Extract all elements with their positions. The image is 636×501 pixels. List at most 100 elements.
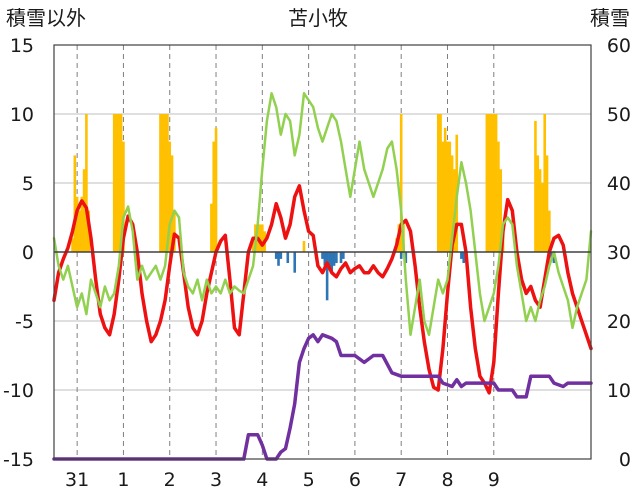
precipitation-bar <box>166 114 169 252</box>
x-tick-label: 6 <box>349 469 361 491</box>
sunshine-bar <box>328 252 331 266</box>
plot-frame <box>53 44 592 460</box>
sunshine-bar <box>321 252 324 259</box>
sunshine-bar <box>279 252 283 259</box>
precipitation-bar <box>441 141 445 252</box>
x-tick-label: 7 <box>395 469 407 491</box>
precipitation-bar <box>71 238 74 252</box>
temperature-line <box>52 184 593 395</box>
precipitation-bar <box>545 155 549 252</box>
precipitation-bar <box>439 114 442 252</box>
precipitation-bar <box>485 114 489 252</box>
sunshine-bar <box>399 252 403 259</box>
y-tick-label-left: 10 <box>10 104 34 126</box>
precipitation-bar <box>73 155 77 252</box>
x-tick-label: 5 <box>303 469 315 491</box>
precipitation-bar <box>173 210 176 252</box>
sunshine-bar <box>404 252 408 264</box>
precipitation-bar <box>536 155 540 252</box>
precipitation-bar <box>258 224 262 252</box>
precipitation-bar <box>159 114 162 252</box>
precipitation-bar <box>80 196 84 252</box>
x-tick-label: 9 <box>488 469 500 491</box>
sunshine-bar <box>323 252 327 266</box>
precipitation-bar <box>497 141 500 252</box>
precipitation-bar <box>168 141 172 252</box>
precipitation-bar <box>494 114 498 252</box>
sunshine-bar <box>460 252 463 259</box>
snow-depth-line <box>52 333 593 461</box>
sunshine-bar <box>335 252 338 264</box>
y-tick-label-left: 0 <box>22 242 34 264</box>
precipitation-bar <box>534 120 537 253</box>
precipitation-bar <box>75 196 79 252</box>
y-axis-label-right: 積雪 <box>590 6 630 30</box>
y-tick-label-right: 60 <box>607 35 631 57</box>
precipitation-bar <box>436 114 440 252</box>
precipitation-bar <box>543 114 547 252</box>
y-tick-label-right: 20 <box>607 311 631 333</box>
precipitation-bar <box>492 114 496 252</box>
precipitation-bar <box>210 203 213 252</box>
x-tick-label: 8 <box>441 469 453 491</box>
y-tick-label-right: 40 <box>607 173 631 195</box>
precipitation-bar <box>122 141 125 252</box>
y-tick-label-left: 15 <box>10 35 34 57</box>
precipitation-bar <box>302 240 306 252</box>
sunshine-bar <box>286 252 290 264</box>
y-tick-label-left: -5 <box>15 311 34 333</box>
precipitation-bar <box>119 114 123 252</box>
x-tick-label: 1 <box>117 469 129 491</box>
precipitation-bar <box>112 114 116 252</box>
precipitation-bar <box>85 114 88 252</box>
precipitation-bar <box>117 114 121 252</box>
precipitation-bar <box>115 114 118 252</box>
sunshine-bar <box>342 252 345 259</box>
y-tick-label-left: -10 <box>3 380 34 402</box>
precipitation-bar <box>446 141 449 252</box>
y-tick-label-right: 30 <box>607 242 631 264</box>
sunshine-bar <box>325 252 329 301</box>
y-tick-label-left: -15 <box>3 449 34 471</box>
sunshine-bar <box>339 252 343 264</box>
y-tick-label-right: 50 <box>607 104 631 126</box>
humidity-line <box>52 92 593 337</box>
line-layer <box>52 92 593 461</box>
precipitation-bar <box>82 169 86 252</box>
x-tick-label: 3 <box>210 469 222 491</box>
precipitation-bar <box>261 224 264 252</box>
y-axis-label-left: 積雪以外 <box>6 6 86 30</box>
x-tick-label: 2 <box>164 469 176 491</box>
precipitation-bar <box>450 155 454 252</box>
precipitation-bar <box>78 210 81 252</box>
precipitation-bar <box>163 114 167 252</box>
x-tick-label: 4 <box>256 469 268 491</box>
precipitation-bar <box>399 114 403 252</box>
precipitation-bar <box>161 114 165 252</box>
chart-title: 苫小牧 <box>288 6 348 30</box>
sunshine-bar <box>277 252 280 266</box>
precipitation-bar <box>487 114 491 252</box>
sunshine-bar <box>274 252 278 259</box>
precipitation-bar <box>443 127 447 252</box>
y-tick-label-left: 5 <box>22 173 34 195</box>
precipitation-bar <box>214 127 218 252</box>
precipitation-bar <box>538 169 542 252</box>
sunshine-bar <box>332 252 336 266</box>
sunshine-bar <box>462 252 465 264</box>
axes <box>53 44 592 460</box>
precipitation-bar <box>499 169 503 252</box>
precipitation-bar <box>212 141 216 252</box>
x-tick-label: 31 <box>65 469 89 491</box>
y-tick-label-right: 0 <box>619 449 631 471</box>
sunshine-bar <box>330 252 334 273</box>
precipitation-bar <box>448 141 452 252</box>
y-tick-label-right: 10 <box>607 380 631 402</box>
precipitation-bar <box>490 114 493 252</box>
precipitation-bar <box>548 210 551 252</box>
precipitation-bar <box>251 238 255 252</box>
sunshine-bar <box>293 252 297 273</box>
precipitation-bar <box>541 183 544 252</box>
